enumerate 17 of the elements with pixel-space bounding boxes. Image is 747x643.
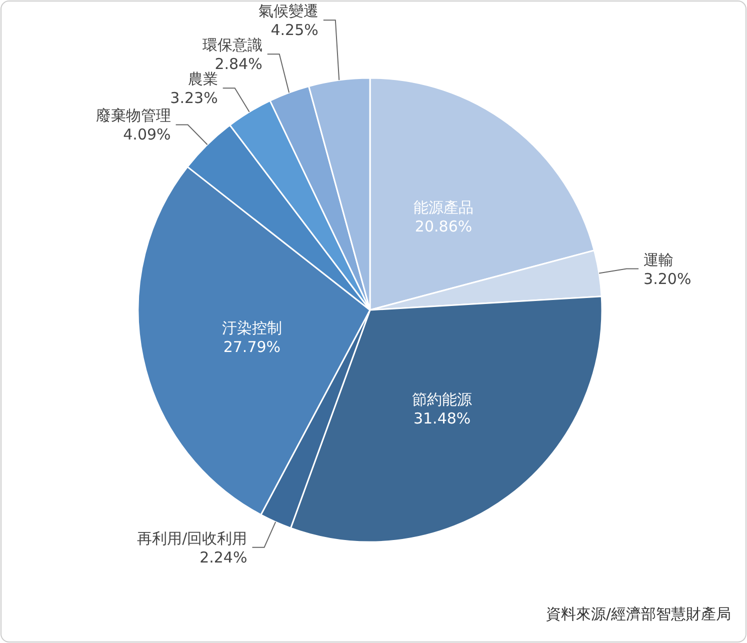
source-note: 資料來源/經濟部智慧財產局 [546,605,731,623]
slice-label: 再利用/回收利用 [137,529,248,548]
slice-label: 環保意識 [202,36,262,54]
slice-label: 廢棄物管理 [96,106,171,125]
data-label: 31.48% [413,410,471,428]
slice-label: 氣候變遷 [258,2,318,20]
slice-label: 運輸 [644,250,674,269]
data-label: 27.79% [223,338,281,356]
data-label: 2.24% [200,548,248,566]
slice-label: 能源產品 [414,198,474,216]
data-label: 3.23% [170,89,218,108]
slice-label: 節約能源 [412,390,472,409]
data-label: 3.20% [644,270,692,288]
data-label: 20.86% [414,217,472,236]
slice-label: 汙染控制 [222,318,282,337]
data-label: 4.09% [123,126,171,144]
data-label: 4.25% [270,21,318,40]
